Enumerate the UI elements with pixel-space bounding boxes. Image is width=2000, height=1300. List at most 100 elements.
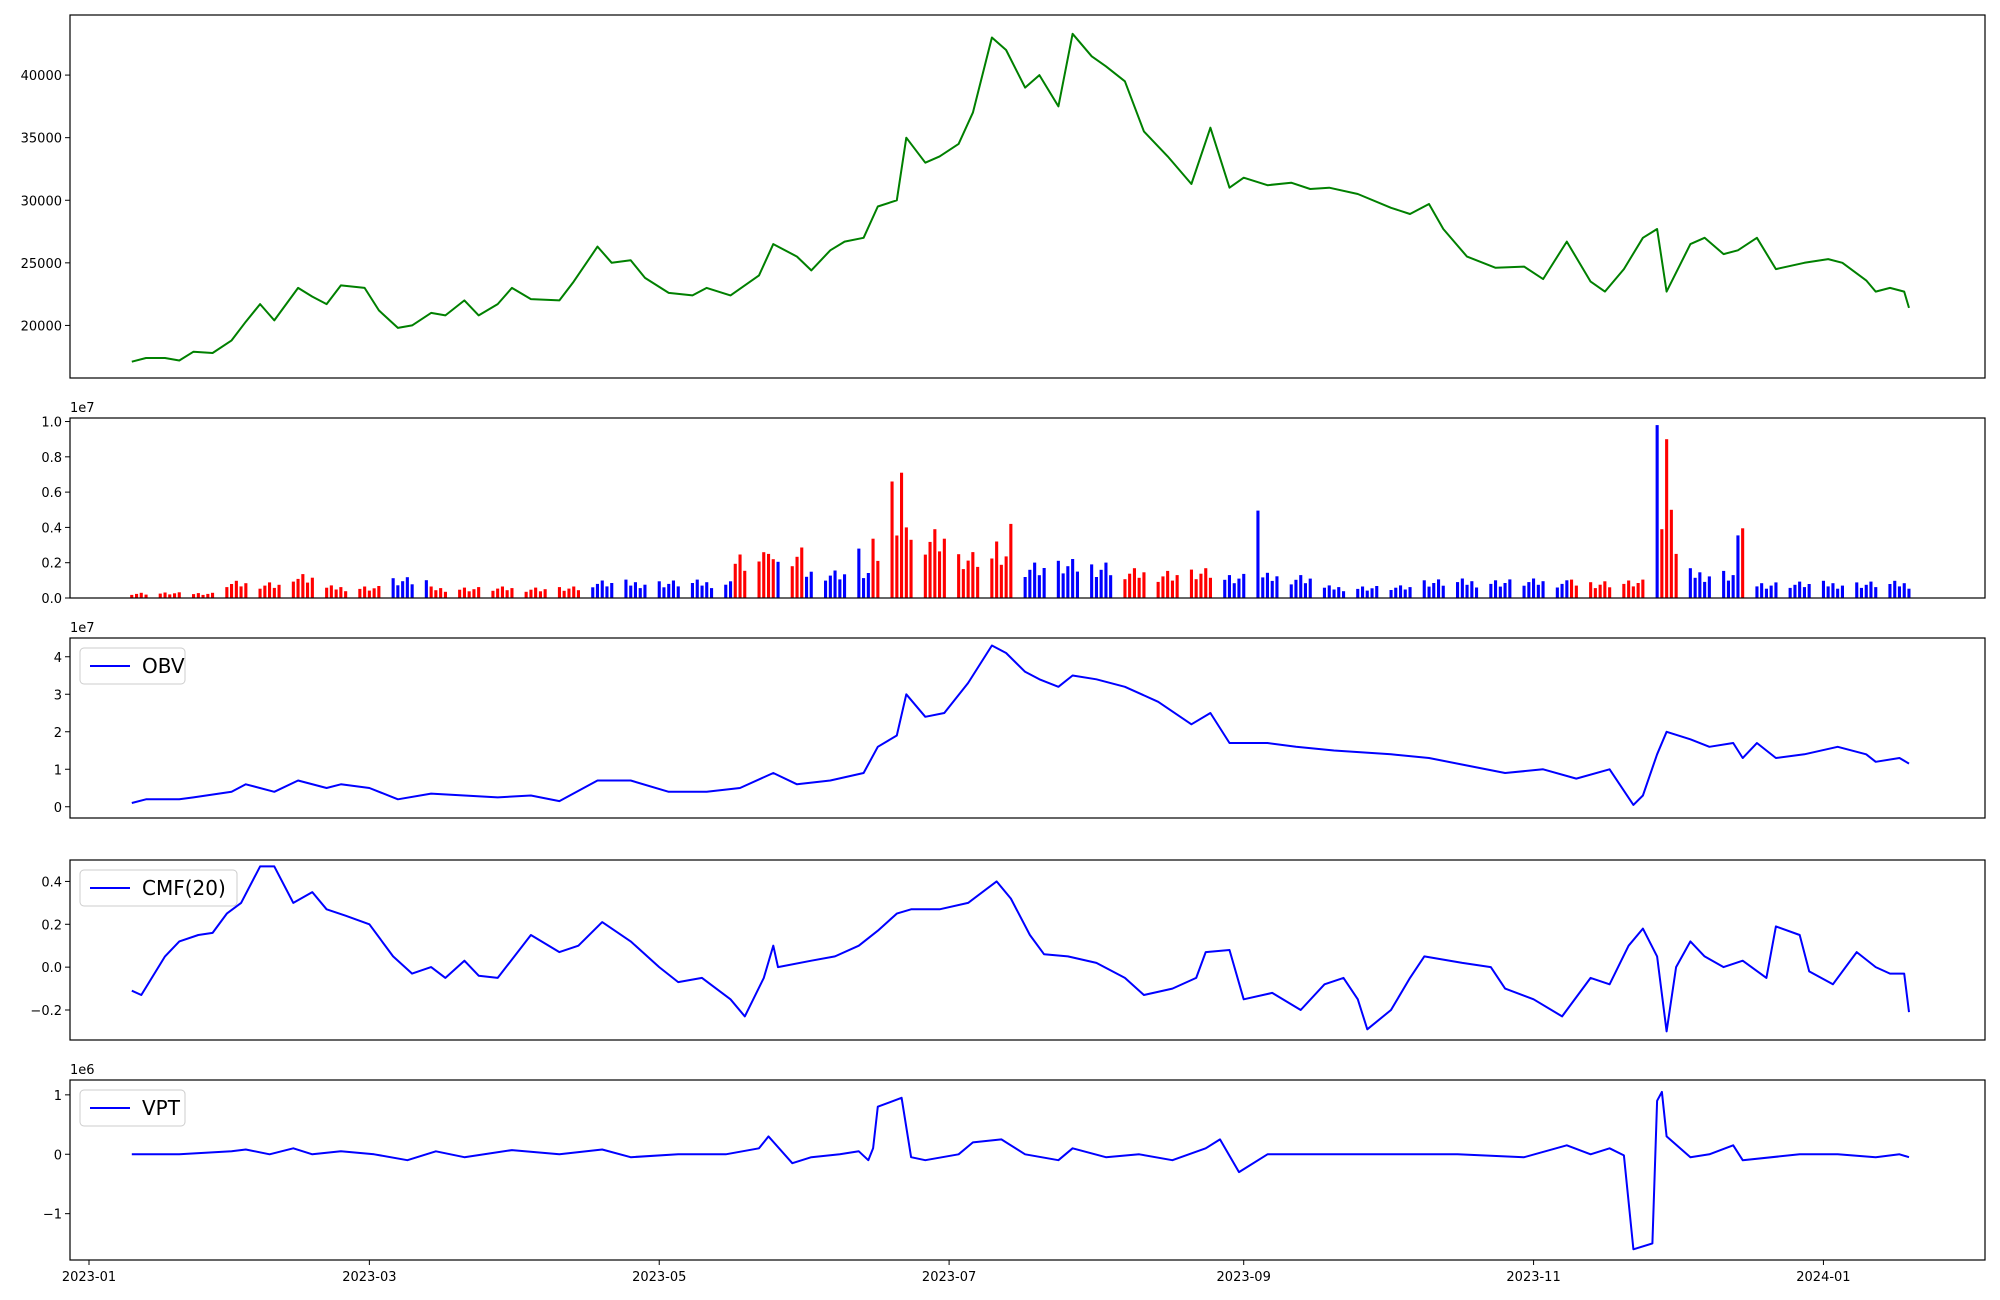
volume-bar (1356, 588, 1360, 598)
volume-bar (1422, 580, 1426, 598)
volume-bar (866, 573, 870, 598)
volume-bar (1589, 582, 1593, 598)
volume-bar (676, 586, 680, 598)
y-tick-label: 0 (54, 1148, 62, 1163)
volume-bar (1688, 568, 1692, 598)
volume-bar (862, 578, 866, 598)
volume-bar (1204, 568, 1208, 598)
volume-bar (1475, 587, 1479, 598)
volume-bar (1265, 572, 1269, 598)
volume-bar (990, 558, 994, 598)
volume-bar (671, 580, 675, 598)
volume-bar (496, 588, 500, 598)
volume-bar (942, 538, 946, 598)
obv-axes-frame (69, 637, 1986, 819)
volume-bar (130, 594, 134, 598)
offset-text: 1e7 (70, 621, 95, 636)
volume-bar (1555, 587, 1559, 598)
volume-bar (1698, 572, 1702, 598)
volume-bar (1508, 579, 1512, 598)
volume-bar (1322, 587, 1326, 598)
volume-bar (928, 541, 932, 598)
volume-bar (1023, 577, 1027, 598)
volume-bar (767, 553, 771, 598)
volume-bar (938, 551, 942, 598)
volume-bar (1608, 587, 1612, 598)
volume-bar (638, 588, 642, 598)
volume-bar (500, 586, 504, 598)
volume-bar (809, 571, 813, 598)
volume-bar (230, 584, 234, 598)
volume-bar (895, 535, 899, 598)
volume-bar (1574, 585, 1578, 598)
volume-bar (234, 580, 238, 598)
volume-bar (1337, 587, 1341, 598)
volume-bar (824, 580, 828, 598)
y-tick-label: 40000 (21, 69, 62, 84)
volume-bar (1441, 585, 1445, 598)
volume-bar (1066, 566, 1070, 598)
volume-bar (367, 590, 371, 598)
volume-bar (258, 588, 262, 598)
volume-bar (477, 587, 481, 598)
y-tick-label: 0.0 (41, 592, 62, 607)
volume-bar (1156, 581, 1160, 598)
volume-bar (439, 588, 443, 598)
y-tick-label: 4 (54, 651, 62, 666)
volume-bar (1893, 580, 1897, 598)
volume-bar (1042, 568, 1046, 598)
y-tick-label: 25000 (21, 257, 62, 272)
cmf-panel: −0.2 0.0 0.2 0.4 CMF(20) (30, 859, 1986, 1041)
volume-bar (610, 583, 614, 598)
volume-bar (710, 588, 714, 598)
volume-bar (695, 579, 699, 598)
volume-bar (643, 584, 647, 598)
volume-bar (805, 576, 809, 598)
volume-bar (206, 593, 210, 598)
volume-bar (144, 594, 148, 598)
y-tick-label: 1 (54, 1089, 62, 1104)
x-tick-label: 2024-01 (1796, 1270, 1850, 1285)
volume-bar (135, 593, 139, 598)
obv-line (131, 644, 1910, 806)
volume-bar (1736, 535, 1740, 598)
volume-bar (163, 592, 167, 598)
volume-bar (1327, 585, 1331, 598)
y-tick-label: 35000 (21, 132, 62, 147)
volume-bar (192, 594, 196, 598)
volume-bar (173, 593, 177, 598)
x-tick-label: 2023-03 (342, 1270, 396, 1285)
volume-panel: 0.0 0.2 0.4 0.6 0.8 1.0 1e7 (41, 401, 1986, 607)
legend-label: OBV (142, 654, 185, 678)
volume-bar (1821, 580, 1825, 598)
volume-bar (904, 527, 908, 598)
y-tick-label: 30000 (21, 194, 62, 209)
volume-bar (1793, 584, 1797, 598)
volume-bar (1332, 589, 1336, 598)
volume-bar (296, 578, 300, 598)
volume-bar (1166, 570, 1170, 598)
volume-bar (576, 590, 580, 598)
y-tick-label: 2 (54, 726, 62, 741)
x-tick-label: 2023-01 (62, 1270, 116, 1285)
volume-bar (624, 579, 628, 598)
volume-bar (344, 591, 348, 598)
volume-bar (1403, 589, 1407, 598)
volume-bar (857, 548, 861, 598)
volume-bar (1194, 579, 1198, 598)
volume-bar (1109, 575, 1113, 598)
legend: OBV (79, 647, 186, 685)
volume-bar (1532, 578, 1536, 598)
volume-bar (1303, 583, 1307, 598)
volume-bar (329, 585, 333, 598)
vpt-axes-frame (69, 1079, 1986, 1261)
volume-bar (995, 541, 999, 598)
volume-bar (1465, 584, 1469, 598)
volume-bar (890, 481, 894, 598)
volume-bar (1099, 569, 1103, 598)
volume-bar (957, 554, 961, 598)
volume-bar (505, 590, 509, 598)
volume-bar (1536, 584, 1540, 598)
volume-bar (724, 584, 728, 598)
volume-bar (1308, 578, 1312, 598)
